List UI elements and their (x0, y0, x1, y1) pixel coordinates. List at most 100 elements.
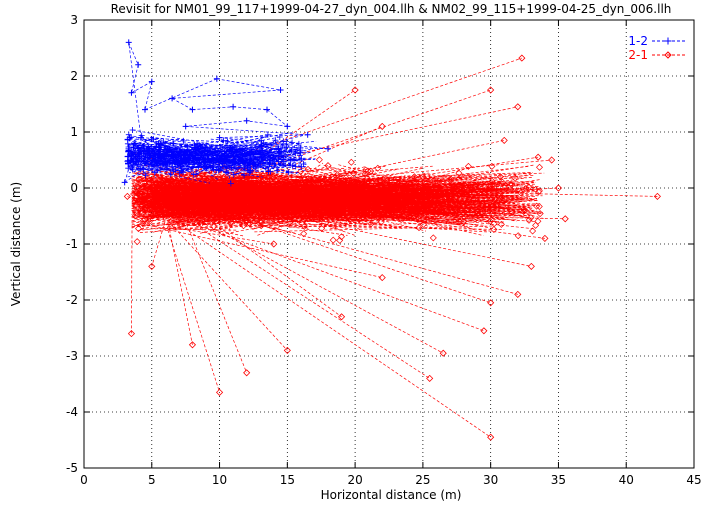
series-2-1-point (351, 86, 359, 94)
series-1-2-segment (128, 42, 139, 65)
legend: 1-2 2-1 (628, 34, 685, 62)
series-1-2-segment (216, 78, 281, 91)
series-1-2-segment (144, 81, 153, 110)
series-2-1-segment (181, 189, 545, 239)
x-tick-label: 25 (415, 473, 430, 487)
series-1-2-point (243, 117, 250, 124)
series-2-1-segment (178, 176, 423, 210)
series-2-1-point (283, 346, 291, 354)
series-2-1-segment (137, 202, 485, 332)
series-1-2-point (284, 123, 291, 130)
series-2-1-point (378, 122, 386, 130)
series-1-2-segment (140, 137, 200, 161)
series-1-2-segment (185, 126, 308, 136)
y-tick-label: -3 (66, 349, 78, 363)
x-tick-label: 5 (148, 473, 156, 487)
series-2-1-point (653, 192, 661, 200)
series-2-1-segment (153, 226, 383, 278)
series-2-1-segment (178, 197, 342, 318)
series-1-2-segment (246, 120, 288, 127)
series-1-2-point (213, 75, 220, 82)
series-1-2-segment (266, 109, 288, 127)
series-2-1-segment (162, 195, 193, 345)
series-2-1-point (215, 388, 224, 396)
series-1-2-point (121, 179, 128, 186)
chart-title: Revisit for NM01_99_117+1999-04-27_dyn_0… (111, 2, 672, 16)
series-2-1-point (324, 162, 332, 170)
series-2-1-point (527, 262, 535, 270)
series-2-1-point (243, 369, 251, 377)
series-2-1-point (487, 299, 495, 307)
series-2-1-point (188, 341, 197, 349)
series-2-1-point (378, 274, 386, 282)
series-1-2-segment (131, 142, 159, 161)
series-1-2-point (257, 151, 264, 158)
x-tick-label: 0 (80, 473, 88, 487)
series-1-2-point (189, 106, 196, 113)
series-2-1-point (439, 349, 447, 357)
series-2-1-point (337, 313, 346, 321)
y-tick-label: -2 (66, 293, 78, 307)
series-1-2-point (169, 95, 176, 102)
series-1-2-segment (131, 81, 152, 94)
series-1-2-point (264, 106, 270, 113)
series-1-2-point (148, 78, 155, 85)
series-1-2-segment (158, 142, 329, 150)
series-2-1-point (419, 173, 427, 181)
series-1-2-point (125, 39, 132, 46)
series-1-2-point (162, 151, 169, 158)
series-2-1-point (270, 240, 278, 248)
legend-label-1-2: 1-2 (628, 34, 648, 48)
series-1-2-segment (144, 78, 217, 110)
series-1-2-segment (192, 106, 234, 110)
series-2-1-point (518, 54, 526, 62)
y-tick-label: 1 (70, 125, 78, 139)
x-tick-label: 45 (686, 473, 701, 487)
series-2-1-point (534, 153, 542, 161)
series-2-1-point (514, 290, 522, 298)
series-1-2-point (142, 106, 148, 113)
series-1-2-point (277, 87, 284, 93)
legend-marker-2-1 (664, 51, 672, 59)
series-2-1-point (487, 433, 495, 441)
series-1-2-point (155, 140, 162, 147)
series-1-2-segment (199, 154, 261, 161)
series-2-1-point (487, 86, 495, 94)
series-2-1-segment (157, 209, 288, 351)
series-2-1 (123, 54, 661, 441)
series-1-2-point (182, 123, 189, 130)
series-2-1-point (541, 234, 549, 242)
x-tick-label: 20 (347, 473, 362, 487)
legend-item-1-2: 1-2 (628, 34, 685, 48)
legend-item-2-1: 2-1 (628, 48, 685, 62)
series-2-1-segment (172, 227, 274, 245)
x-tick-label: 30 (483, 473, 498, 487)
series-2-1-markers (130, 151, 544, 246)
legend-label-2-1: 2-1 (628, 48, 648, 62)
x-axis-label: Horizontal distance (m) (321, 488, 462, 502)
series-1-2-segment (233, 106, 268, 110)
series-2-1-point (123, 192, 131, 200)
x-tick-label: 10 (212, 473, 227, 487)
series-1-2-point (137, 134, 144, 141)
series-2-1-segment (133, 189, 518, 295)
y-tick-label: 3 (70, 13, 78, 27)
series-2-1-segment (144, 210, 566, 220)
series-2-1-segment (133, 140, 505, 219)
x-tick-label: 40 (619, 473, 634, 487)
series-1-2-point (128, 157, 135, 163)
series-2-1-segment (183, 217, 430, 379)
y-tick-label: -5 (66, 461, 78, 475)
series-1-2-point (196, 157, 203, 163)
series-1-2-segment (185, 120, 247, 127)
series-1-2-point (325, 145, 331, 152)
y-tick-label: 0 (70, 181, 78, 195)
series-1-2-segment (124, 159, 132, 183)
series-1-2-point (135, 61, 142, 68)
series-1-2-segment (171, 98, 193, 110)
series-1-2-point (216, 134, 223, 141)
y-tick-label: -1 (66, 237, 78, 251)
series-1-2-segment (128, 42, 142, 138)
x-tick-label: 35 (551, 473, 566, 487)
